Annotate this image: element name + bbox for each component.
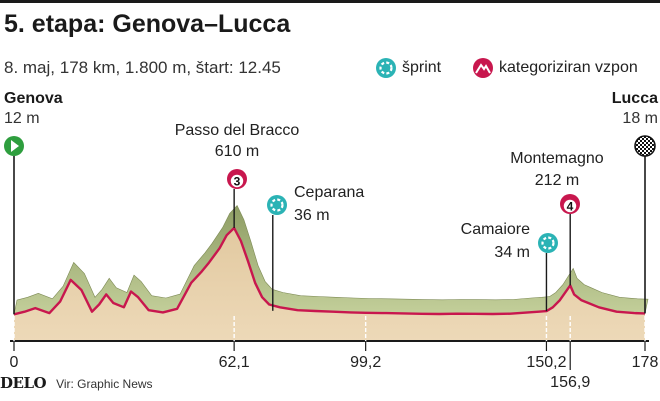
legend-sprint: šprint xyxy=(375,57,441,79)
legend-climb-label: kategoriziran vzpon xyxy=(499,59,638,76)
legend-climb: kategoriziran vzpon xyxy=(472,57,638,79)
point-name: Passo del Bracco xyxy=(175,122,300,139)
sprint-icon-ring xyxy=(270,198,284,212)
start-city: Genova xyxy=(4,90,63,107)
finish-city: Lucca xyxy=(611,90,658,107)
climb-icon xyxy=(473,58,493,78)
point-altitude: 34 m xyxy=(494,244,530,261)
point-name: Camaiore xyxy=(461,221,530,238)
terrain-area xyxy=(14,228,645,341)
point-altitude: 212 m xyxy=(535,172,579,189)
legend-sprint-label: šprint xyxy=(402,59,442,76)
start-arrow-icon xyxy=(11,140,19,152)
footer: DELO Vir: Graphic News xyxy=(0,374,153,392)
x-tick-label: 62,1 xyxy=(219,354,250,371)
top-rule xyxy=(0,0,660,3)
stage-info: 8. maj, 178 km, 1.800 m, štart: 12.45 xyxy=(4,58,281,77)
sprint-icon xyxy=(267,195,287,215)
point-name: Montemagno xyxy=(510,150,603,167)
publisher-logo: DELO xyxy=(0,374,47,392)
profile-line xyxy=(13,226,646,316)
point-altitude: 36 m xyxy=(294,207,330,224)
sprint-icon-ring xyxy=(541,236,555,250)
start-altitude: 12 m xyxy=(4,110,40,127)
x-tick-label: 99,2 xyxy=(350,354,381,371)
x-tick-label: 178 xyxy=(632,354,659,371)
finish-flag-icon xyxy=(634,135,656,157)
sprint-icon xyxy=(538,233,558,253)
point-altitude: 610 m xyxy=(215,143,259,160)
x-tick-label: 150,2 xyxy=(526,354,566,371)
sprint-icon xyxy=(376,58,396,78)
page-title: 5. etapa: Genova–Lucca xyxy=(4,10,291,38)
climb-icon-inner xyxy=(230,174,244,188)
x-tick-label: 0 xyxy=(10,354,19,371)
source-note: Vir: Graphic News xyxy=(56,377,153,391)
x-tick-label: 156,9 xyxy=(550,374,590,391)
climb-icon-inner xyxy=(563,199,577,213)
finish-altitude: 18 m xyxy=(622,110,658,127)
point-name: Ceparana xyxy=(294,184,364,201)
climb-category: 3 xyxy=(234,175,241,189)
climb-category: 4 xyxy=(567,200,574,214)
